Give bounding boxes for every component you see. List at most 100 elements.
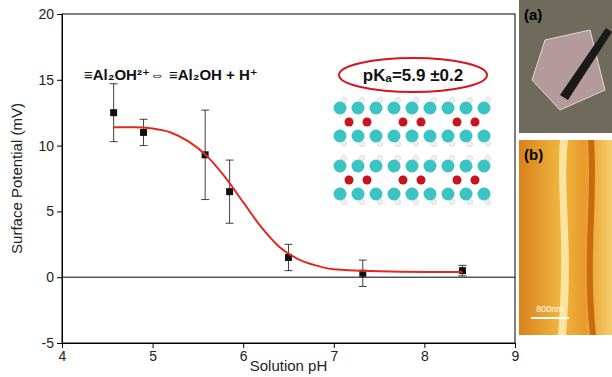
equation: ≡Al₂OH²⁺⇔ ≡Al₂OH + H⁺ [84,66,258,83]
atom-h [486,156,491,161]
atom-o [334,188,347,201]
x-tick-label: 5 [149,348,157,364]
y-tick-mark [57,343,62,344]
atom-o [370,102,383,115]
x-tick: 7 [330,343,338,364]
atom-h [468,200,473,205]
fit-line [114,127,463,272]
atom-al [471,118,480,127]
error-bar [110,84,118,142]
atom-h [468,98,473,103]
atom-h [342,98,347,103]
image-a-label: (a) [524,6,542,23]
atom-o [478,160,491,173]
atom-h [360,142,365,147]
atom-al [399,176,408,185]
atom-h [450,142,455,147]
atom-h [378,200,383,205]
atom-o [334,102,347,115]
atom-h [396,200,401,205]
error-cap [110,83,118,84]
atom-al [453,176,462,185]
atom-o [442,188,455,201]
atom-h [342,156,347,161]
atom-o [478,102,491,115]
atom-h [414,200,419,205]
atom-h [360,200,365,205]
chart: 456789-505101520Solution pHSurface Poten… [0,0,612,377]
error-cap [226,160,234,161]
atom-o [442,160,455,173]
atom-h [486,200,491,205]
atom-al [471,176,480,185]
highlight-ellipse [339,58,487,92]
error-cap [201,199,209,200]
atom-o [460,102,473,115]
atom-o [388,130,401,143]
error-bar [458,265,466,276]
atom-al [345,176,354,185]
pka-label: pKₐ=5.9 ±0.2 [363,66,463,85]
error-cap [140,145,148,146]
atom-h [378,142,383,147]
atom-h [378,98,383,103]
atom-h [360,98,365,103]
error-cap [359,286,367,287]
error-bar [359,260,367,286]
atom-al [363,118,372,127]
atom-h [414,98,419,103]
error-cap [285,244,293,245]
error-cap [458,265,466,266]
atom-o [460,160,473,173]
atom-al [345,118,354,127]
x-tick: 4 [59,343,67,364]
atom-h [468,142,473,147]
y-tick-label: 20 [38,6,54,22]
error-cap [226,223,234,224]
atom-o [424,102,437,115]
y-tick: 5 [46,203,62,219]
atom-o [406,130,419,143]
y-tick-mark [57,211,62,212]
atom-h [432,142,437,147]
atom-h [486,142,491,147]
atom-h [432,156,437,161]
atom-o [442,102,455,115]
scale-bar [531,317,569,319]
atom-o [388,188,401,201]
y-tick-mark [57,80,62,81]
x-tick-label: 9 [512,348,520,364]
atom-o [334,130,347,143]
atom-o [424,130,437,143]
atom-o [370,130,383,143]
atom-o [388,102,401,115]
atom-al [363,176,372,185]
y-tick: 10 [38,138,62,154]
y-tick: 20 [38,6,62,22]
y-axis-line [57,15,63,344]
data-point [140,129,147,136]
x-axis-title: Solution pH [250,357,328,374]
atom-o [406,188,419,201]
image-b-step [587,140,596,335]
error-bar [140,119,148,145]
y-tick-label: 0 [46,269,54,285]
x-tick: 6 [240,343,248,364]
x-tick-label: 6 [240,348,248,364]
atom-al [417,176,426,185]
data-point [110,109,117,116]
atom-h [432,98,437,103]
scale-bar-label: 800nm [536,304,564,314]
atom-o [370,160,383,173]
image-b-background [519,140,612,335]
error-cap [359,260,367,261]
atom-h [396,156,401,161]
atom-h [360,156,365,161]
atom-o [442,130,455,143]
image-b [519,140,612,335]
data-point [226,188,233,195]
x-tick-label: 4 [59,348,67,364]
atom-o [478,130,491,143]
x-tick: 5 [149,343,157,364]
atom-o [352,130,365,143]
